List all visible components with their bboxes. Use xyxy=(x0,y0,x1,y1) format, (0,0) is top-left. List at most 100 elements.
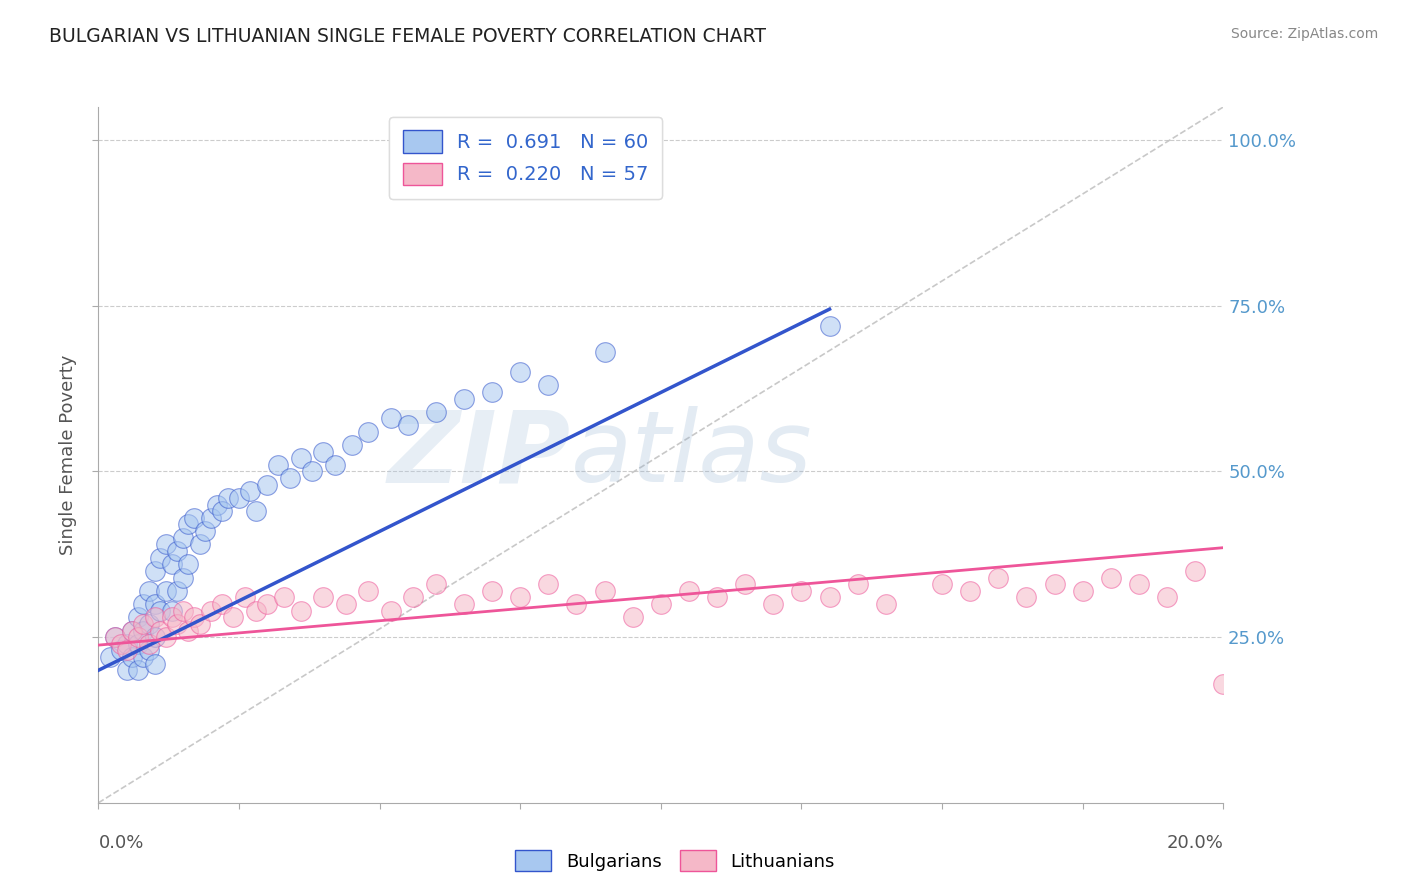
Point xyxy=(509,365,531,379)
Point xyxy=(453,597,475,611)
Point xyxy=(160,558,183,572)
Point xyxy=(818,591,841,605)
Point xyxy=(177,558,200,572)
Point xyxy=(323,458,346,472)
Point xyxy=(267,458,290,472)
Point xyxy=(132,616,155,631)
Point xyxy=(115,643,138,657)
Point xyxy=(1071,583,1094,598)
Point xyxy=(335,597,357,611)
Point xyxy=(621,610,644,624)
Point xyxy=(211,504,233,518)
Point xyxy=(188,616,211,631)
Point xyxy=(593,345,616,359)
Point xyxy=(211,597,233,611)
Point xyxy=(172,570,194,584)
Point xyxy=(166,616,188,631)
Point xyxy=(706,591,728,605)
Point xyxy=(172,604,194,618)
Point xyxy=(132,597,155,611)
Point xyxy=(312,444,335,458)
Point xyxy=(166,544,188,558)
Point xyxy=(481,583,503,598)
Point xyxy=(1212,676,1234,690)
Point xyxy=(166,583,188,598)
Point xyxy=(537,378,560,392)
Point xyxy=(380,411,402,425)
Point xyxy=(987,570,1010,584)
Point xyxy=(1015,591,1038,605)
Point xyxy=(143,657,166,671)
Point xyxy=(143,630,166,644)
Point xyxy=(188,537,211,551)
Point xyxy=(357,425,380,439)
Point xyxy=(1043,577,1066,591)
Text: Source: ZipAtlas.com: Source: ZipAtlas.com xyxy=(1230,27,1378,41)
Point xyxy=(1184,564,1206,578)
Point xyxy=(425,577,447,591)
Point xyxy=(138,583,160,598)
Point xyxy=(357,583,380,598)
Text: 20.0%: 20.0% xyxy=(1167,834,1223,852)
Point xyxy=(273,591,295,605)
Point xyxy=(183,610,205,624)
Text: BULGARIAN VS LITHUANIAN SINGLE FEMALE POVERTY CORRELATION CHART: BULGARIAN VS LITHUANIAN SINGLE FEMALE PO… xyxy=(49,27,766,45)
Point xyxy=(959,583,981,598)
Point xyxy=(396,418,419,433)
Point xyxy=(734,577,756,591)
Point xyxy=(155,537,177,551)
Legend: Bulgarians, Lithuanians: Bulgarians, Lithuanians xyxy=(508,843,842,879)
Point xyxy=(149,624,172,638)
Point xyxy=(172,531,194,545)
Point xyxy=(132,624,155,638)
Point xyxy=(678,583,700,598)
Point xyxy=(228,491,250,505)
Point xyxy=(177,517,200,532)
Point xyxy=(121,624,143,638)
Point xyxy=(205,498,228,512)
Point xyxy=(127,663,149,677)
Point xyxy=(149,604,172,618)
Point xyxy=(762,597,785,611)
Point xyxy=(453,392,475,406)
Point xyxy=(1128,577,1150,591)
Point xyxy=(200,511,222,525)
Point xyxy=(127,630,149,644)
Point xyxy=(818,318,841,333)
Point xyxy=(290,604,312,618)
Point xyxy=(790,583,813,598)
Point xyxy=(301,465,323,479)
Point xyxy=(132,650,155,665)
Point xyxy=(155,583,177,598)
Point xyxy=(846,577,869,591)
Point xyxy=(593,583,616,598)
Point xyxy=(143,597,166,611)
Point xyxy=(565,597,588,611)
Point xyxy=(160,610,183,624)
Point xyxy=(931,577,953,591)
Point xyxy=(183,511,205,525)
Point xyxy=(160,604,183,618)
Text: atlas: atlas xyxy=(571,407,813,503)
Point xyxy=(143,564,166,578)
Point xyxy=(312,591,335,605)
Point xyxy=(200,604,222,618)
Point xyxy=(149,550,172,565)
Point xyxy=(121,624,143,638)
Point xyxy=(537,577,560,591)
Point xyxy=(155,630,177,644)
Point xyxy=(127,637,149,651)
Point xyxy=(278,471,301,485)
Point xyxy=(256,597,278,611)
Point xyxy=(402,591,425,605)
Point xyxy=(138,643,160,657)
Point xyxy=(127,610,149,624)
Point xyxy=(256,477,278,491)
Text: 0.0%: 0.0% xyxy=(98,834,143,852)
Point xyxy=(290,451,312,466)
Point xyxy=(481,384,503,399)
Point xyxy=(177,624,200,638)
Point xyxy=(233,591,256,605)
Point xyxy=(194,524,217,538)
Point xyxy=(138,637,160,651)
